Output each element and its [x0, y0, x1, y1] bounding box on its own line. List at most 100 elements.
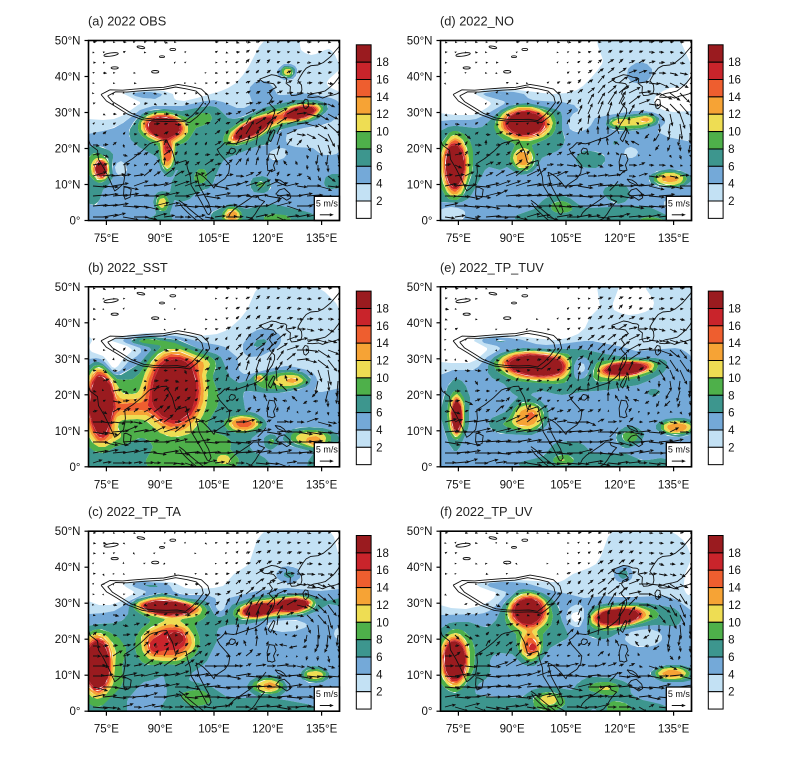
svg-text:16: 16 [728, 75, 741, 87]
svg-text:90°E: 90°E [500, 479, 525, 491]
svg-text:90°E: 90°E [148, 724, 173, 736]
svg-text:2: 2 [376, 687, 382, 699]
svg-text:2: 2 [376, 196, 382, 208]
svg-text:75°E: 75°E [94, 479, 119, 491]
svg-text:16: 16 [728, 321, 741, 333]
svg-text:6: 6 [728, 161, 734, 173]
svg-text:12: 12 [376, 600, 389, 612]
svg-text:10: 10 [376, 373, 389, 385]
svg-text:18: 18 [728, 304, 741, 316]
svg-text:8: 8 [376, 144, 382, 156]
svg-text:10°N: 10°N [407, 426, 433, 438]
svg-text:6: 6 [728, 408, 734, 420]
svg-text:30°N: 30°N [55, 598, 81, 610]
svg-text:4: 4 [728, 179, 735, 191]
svg-text:90°E: 90°E [148, 479, 173, 491]
svg-text:12: 12 [376, 109, 389, 121]
svg-text:30°N: 30°N [407, 108, 433, 120]
svg-text:50°N: 50°N [55, 36, 81, 48]
svg-text:16: 16 [376, 75, 389, 87]
svg-text:120°E: 120°E [252, 479, 284, 491]
svg-text:135°E: 135°E [658, 479, 690, 491]
svg-text:8: 8 [728, 635, 734, 647]
svg-text:135°E: 135°E [306, 479, 338, 491]
svg-text:6: 6 [376, 652, 382, 664]
svg-text:4: 4 [376, 669, 383, 681]
svg-text:10°N: 10°N [55, 670, 81, 682]
svg-text:75°E: 75°E [446, 724, 471, 736]
svg-text:50°N: 50°N [55, 282, 81, 294]
svg-text:20°N: 20°N [407, 390, 433, 402]
svg-text:4: 4 [728, 669, 735, 681]
svg-text:75°E: 75°E [446, 233, 471, 245]
svg-text:105°E: 105°E [198, 233, 230, 245]
svg-text:14: 14 [728, 583, 741, 595]
svg-text:(d) 2022_NO: (d) 2022_NO [440, 14, 514, 29]
svg-text:(f) 2022_TP_UV: (f) 2022_TP_UV [440, 504, 533, 519]
svg-text:(b) 2022_SST: (b) 2022_SST [88, 260, 168, 275]
svg-text:90°E: 90°E [500, 233, 525, 245]
svg-text:5 m/s: 5 m/s [668, 689, 691, 699]
svg-text:90°E: 90°E [148, 233, 173, 245]
svg-text:0°: 0° [70, 216, 81, 228]
svg-text:120°E: 120°E [252, 724, 284, 736]
svg-text:40°N: 40°N [55, 72, 81, 84]
svg-text:14: 14 [376, 92, 389, 104]
svg-text:6: 6 [376, 161, 382, 173]
svg-text:16: 16 [728, 565, 741, 577]
svg-text:120°E: 120°E [604, 479, 636, 491]
svg-text:6: 6 [728, 652, 734, 664]
svg-text:135°E: 135°E [306, 724, 338, 736]
svg-text:(c) 2022_TP_TA: (c) 2022_TP_TA [88, 504, 181, 519]
svg-text:10: 10 [728, 617, 741, 629]
svg-text:18: 18 [376, 548, 389, 560]
svg-text:30°N: 30°N [55, 354, 81, 366]
svg-text:75°E: 75°E [94, 233, 119, 245]
svg-text:4: 4 [376, 179, 383, 191]
svg-text:2: 2 [376, 442, 382, 454]
svg-text:75°E: 75°E [446, 479, 471, 491]
svg-text:20°N: 20°N [55, 390, 81, 402]
svg-text:18: 18 [728, 548, 741, 560]
svg-text:0°: 0° [422, 706, 433, 718]
svg-text:5 m/s: 5 m/s [316, 445, 339, 455]
svg-text:105°E: 105°E [550, 479, 582, 491]
svg-text:8: 8 [376, 635, 382, 647]
svg-text:120°E: 120°E [604, 724, 636, 736]
svg-text:6: 6 [376, 408, 382, 420]
svg-text:10: 10 [728, 373, 741, 385]
svg-text:14: 14 [376, 338, 389, 350]
svg-text:16: 16 [376, 321, 389, 333]
svg-text:40°N: 40°N [407, 562, 433, 574]
svg-text:(e) 2022_TP_TUV: (e) 2022_TP_TUV [440, 260, 544, 275]
svg-text:18: 18 [376, 304, 389, 316]
svg-text:8: 8 [728, 390, 734, 402]
svg-text:135°E: 135°E [658, 233, 690, 245]
svg-text:0°: 0° [70, 706, 81, 718]
svg-text:14: 14 [728, 92, 741, 104]
svg-text:135°E: 135°E [306, 233, 338, 245]
svg-text:10°N: 10°N [55, 180, 81, 192]
svg-text:135°E: 135°E [658, 724, 690, 736]
svg-text:120°E: 120°E [252, 233, 284, 245]
svg-text:40°N: 40°N [407, 318, 433, 330]
svg-text:40°N: 40°N [55, 562, 81, 574]
svg-text:16: 16 [376, 565, 389, 577]
svg-text:14: 14 [728, 338, 741, 350]
svg-text:18: 18 [728, 57, 741, 69]
svg-text:40°N: 40°N [55, 318, 81, 330]
svg-text:40°N: 40°N [407, 72, 433, 84]
svg-text:5 m/s: 5 m/s [668, 198, 691, 208]
svg-text:50°N: 50°N [407, 526, 433, 538]
svg-text:30°N: 30°N [407, 598, 433, 610]
svg-text:4: 4 [376, 425, 383, 437]
svg-text:0°: 0° [422, 216, 433, 228]
svg-text:0°: 0° [422, 462, 433, 474]
svg-text:120°E: 120°E [604, 233, 636, 245]
svg-text:8: 8 [728, 144, 734, 156]
svg-text:18: 18 [376, 57, 389, 69]
svg-text:20°N: 20°N [407, 634, 433, 646]
svg-text:14: 14 [376, 583, 389, 595]
svg-text:10°N: 10°N [55, 426, 81, 438]
svg-text:5 m/s: 5 m/s [668, 445, 691, 455]
